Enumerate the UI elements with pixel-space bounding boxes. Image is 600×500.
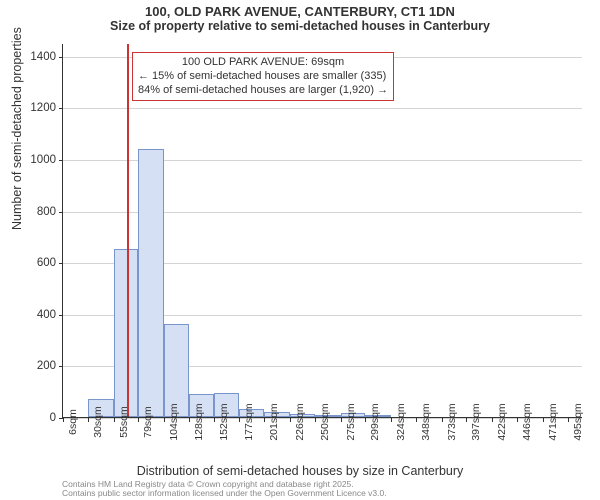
- xtick-label: 446sqm: [521, 403, 533, 440]
- ytick-mark: [59, 212, 63, 213]
- xtick-mark: [341, 418, 342, 422]
- xtick-label: 495sqm: [572, 403, 584, 440]
- annotation-line3: 84% of semi-detached houses are larger (…: [138, 84, 388, 98]
- annotation-line1: 100 OLD PARK AVENUE: 69sqm: [138, 56, 388, 70]
- xtick-mark: [416, 418, 417, 422]
- xtick-label: 30sqm: [92, 406, 104, 438]
- footer-credits: Contains HM Land Registry data © Crown c…: [62, 480, 387, 499]
- xtick-mark: [189, 418, 190, 422]
- xtick-label: 128sqm: [193, 403, 205, 440]
- ytick-label: 800: [16, 206, 56, 218]
- xtick-mark: [239, 418, 240, 422]
- chart-area: 02004006008001000120014006sqm30sqm55sqm7…: [62, 44, 582, 418]
- histogram-bar: [114, 249, 139, 417]
- ytick-label: 400: [16, 309, 56, 321]
- xtick-label: 275sqm: [345, 403, 357, 440]
- xtick-mark: [138, 418, 139, 422]
- xtick-label: 152sqm: [218, 403, 230, 440]
- xtick-mark: [543, 418, 544, 422]
- xtick-mark: [517, 418, 518, 422]
- xtick-label: 397sqm: [470, 403, 482, 440]
- xtick-label: 250sqm: [319, 403, 331, 440]
- xtick-mark: [492, 418, 493, 422]
- xtick-label: 299sqm: [369, 403, 381, 440]
- ytick-label: 1200: [16, 102, 56, 114]
- xtick-label: 373sqm: [446, 403, 458, 440]
- ytick-mark: [59, 263, 63, 264]
- xtick-mark: [391, 418, 392, 422]
- ytick-mark: [59, 366, 63, 367]
- xtick-label: 55sqm: [118, 406, 130, 438]
- ytick-label: 1400: [16, 51, 56, 63]
- annotation-box: 100 OLD PARK AVENUE: 69sqm ← 15% of semi…: [132, 52, 394, 101]
- xtick-mark: [290, 418, 291, 422]
- xtick-label: 79sqm: [142, 406, 154, 438]
- xtick-mark: [442, 418, 443, 422]
- xtick-mark: [88, 418, 89, 422]
- ytick-label: 0: [16, 412, 56, 424]
- xtick-label: 324sqm: [395, 403, 407, 440]
- xtick-mark: [315, 418, 316, 422]
- histogram-bar: [138, 149, 164, 417]
- ytick-mark: [59, 160, 63, 161]
- xtick-mark: [164, 418, 165, 422]
- xtick-label: 104sqm: [168, 403, 180, 440]
- chart-title: 100, OLD PARK AVENUE, CANTERBURY, CT1 1D…: [0, 0, 600, 19]
- ytick-label: 600: [16, 257, 56, 269]
- xtick-mark: [466, 418, 467, 422]
- reference-line: [127, 44, 129, 417]
- xtick-mark: [264, 418, 265, 422]
- x-axis-title: Distribution of semi-detached houses by …: [0, 464, 600, 478]
- gridline: [63, 108, 582, 109]
- ytick-mark: [59, 57, 63, 58]
- ytick-mark: [59, 108, 63, 109]
- xtick-label: 422sqm: [496, 403, 508, 440]
- xtick-label: 471sqm: [547, 403, 559, 440]
- xtick-label: 177sqm: [243, 403, 255, 440]
- xtick-mark: [114, 418, 115, 422]
- ytick-label: 200: [16, 360, 56, 372]
- chart-subtitle: Size of property relative to semi-detach…: [0, 19, 600, 35]
- ytick-mark: [59, 315, 63, 316]
- ytick-label: 1000: [16, 154, 56, 166]
- xtick-mark: [365, 418, 366, 422]
- xtick-mark: [568, 418, 569, 422]
- annotation-line2: ← 15% of semi-detached houses are smalle…: [138, 70, 388, 84]
- footer-line2: Contains public sector information licen…: [62, 489, 387, 498]
- xtick-label: 6sqm: [67, 409, 79, 435]
- xtick-label: 226sqm: [294, 403, 306, 440]
- xtick-label: 201sqm: [268, 403, 280, 440]
- xtick-label: 348sqm: [420, 403, 432, 440]
- xtick-mark: [63, 418, 64, 422]
- xtick-mark: [214, 418, 215, 422]
